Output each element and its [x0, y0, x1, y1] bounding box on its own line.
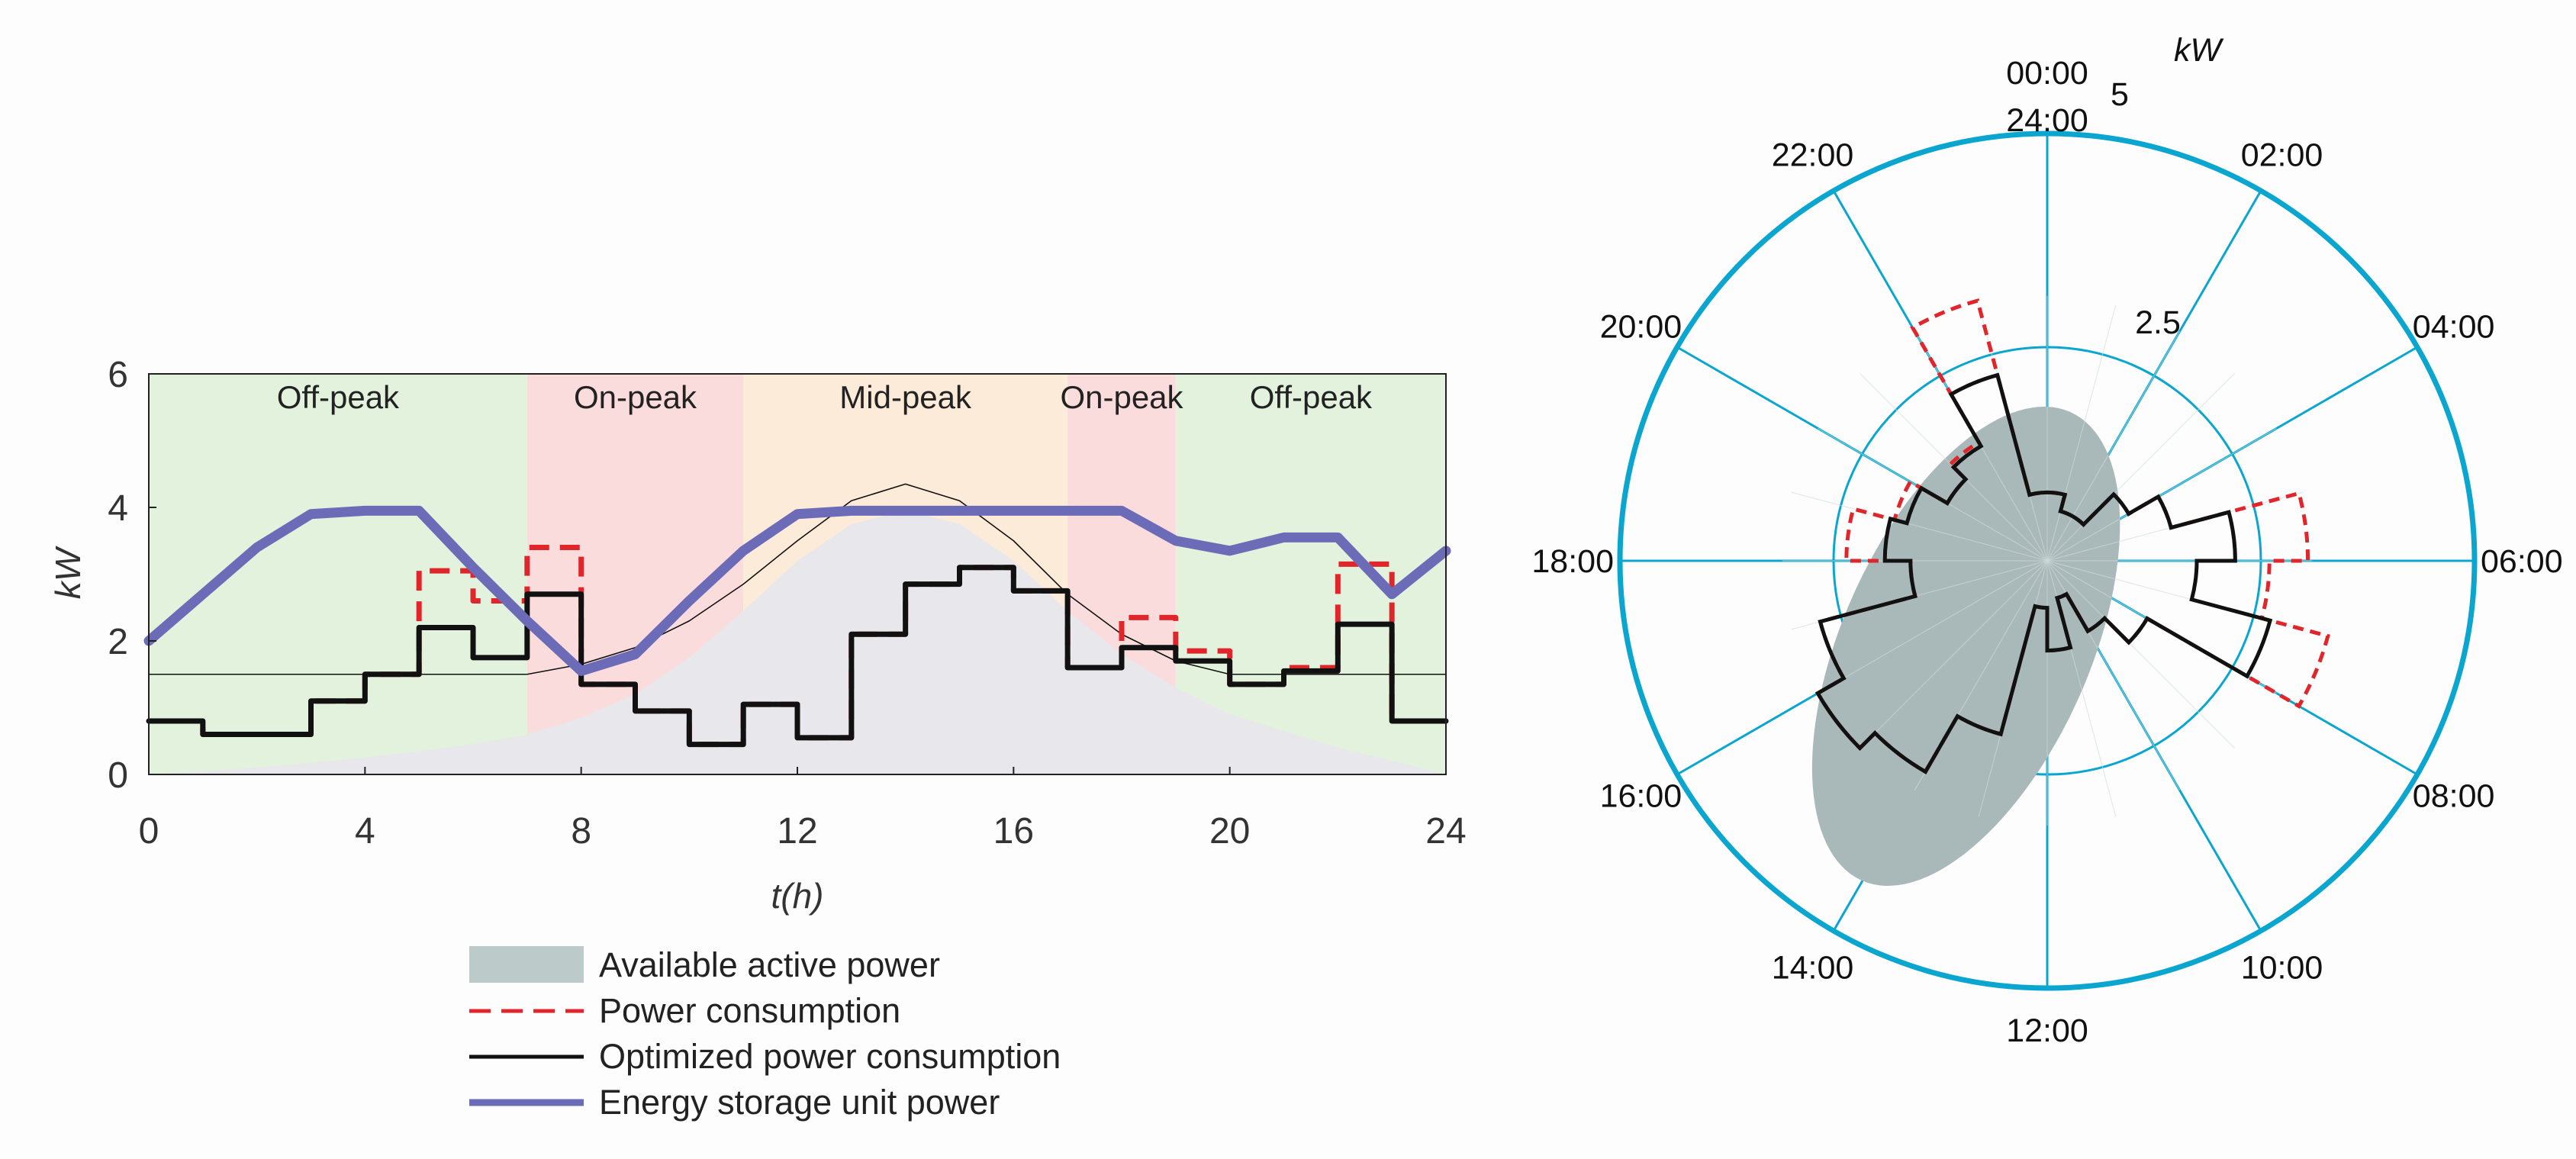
- legend-label: Energy storage unit power: [599, 1083, 1000, 1122]
- available-power-hatch: [2046, 560, 2235, 749]
- polar-hour-label: 00:00: [2006, 55, 2088, 92]
- polar-hour-label: 06:00: [2481, 543, 2563, 580]
- polar-labels: 00:00 24:00 02:00 04:00 06:00 08:00 10:00 12:00…: [1531, 55, 2562, 1049]
- y-ticks: 0 2 4 6: [108, 355, 156, 796]
- band-label-2: Mid-peak: [839, 379, 972, 415]
- polar-hour-label: 20:00: [1600, 309, 1682, 346]
- x-tick-label: 16: [993, 811, 1034, 852]
- available-active-power-area: [149, 510, 1446, 774]
- available-power-hatch: [1818, 560, 2048, 694]
- polar-unit-label: kW: [2174, 32, 2224, 69]
- legend-label: Available active power: [599, 945, 940, 984]
- polar-hour-label: 14:00: [1772, 950, 1854, 987]
- polar-hour-label: 12:00: [2006, 1013, 2088, 1049]
- legend-label: Optimized power consumption: [599, 1037, 1061, 1076]
- polar-hour-label: 22:00: [1772, 137, 1854, 173]
- polar-hour-label: 10:00: [2241, 950, 2323, 987]
- polar-available-power: [1782, 295, 2313, 886]
- available-power-hatch: [2046, 304, 2117, 562]
- band-label-0: Off-peak: [277, 379, 400, 415]
- y-tick-label: 0: [108, 755, 128, 796]
- band-label-1: On-peak: [574, 379, 697, 415]
- line-series: [143, 483, 1451, 774]
- x-tick-label: 12: [777, 811, 817, 852]
- x-tick-label: 0: [139, 811, 159, 852]
- band-label-3: On-peak: [1060, 379, 1183, 415]
- polar-hour-label: 08:00: [2413, 778, 2495, 815]
- legend-label: Power consumption: [599, 991, 900, 1030]
- available-power-hatch: [2046, 373, 2235, 562]
- y-tick-label: 2: [108, 622, 128, 662]
- polar-chart: 00:00 24:00 02:00 04:00 06:00 08:00 10:00 12:00…: [1531, 32, 2562, 1049]
- band-0: [149, 374, 527, 774]
- band-labels: Off-peak On-peak Mid-peak On-peak Off-peak: [277, 379, 1373, 415]
- peak-bands: [149, 374, 1446, 774]
- x-tick-label: 20: [1209, 811, 1250, 852]
- x-tick-label: 8: [571, 811, 591, 852]
- x-ticks: 0 4 8 12 16 20 24: [139, 767, 1467, 852]
- x-axis-label: t(h): [771, 876, 824, 916]
- polar-optimized-consumption: [1814, 372, 2273, 774]
- polar-series: [1814, 298, 2330, 774]
- band-label-4: Off-peak: [1250, 379, 1373, 415]
- polar-hour-label: 16:00: [1600, 778, 1682, 815]
- polar-ring-label: 5: [2111, 76, 2129, 113]
- x-tick-label: 24: [1425, 811, 1466, 852]
- available-power-ellipse: [1811, 407, 2120, 886]
- energy-storage-unit-power-line: [143, 505, 1451, 676]
- polar-hour-label: 04:00: [2413, 309, 2495, 346]
- y-axis-label: kW: [48, 545, 88, 599]
- polar-hour-label: 24:00: [2006, 102, 2088, 139]
- available-power-hatch: [1860, 560, 2048, 749]
- polar-ring-label: 2.5: [2135, 304, 2181, 341]
- polar-hour-label: 18:00: [1531, 543, 1614, 580]
- y-tick-label: 6: [108, 355, 128, 395]
- available-power-hatch: [2046, 427, 2277, 562]
- x-tick-label: 4: [355, 811, 375, 852]
- legend-swatch-patch: [469, 946, 584, 983]
- available-power-hatch: [2046, 331, 2181, 562]
- available-power-hatch: [1791, 491, 2048, 562]
- legend: Available active power Power consumption O…: [469, 945, 1061, 1122]
- optimized-power-consumption-line: [146, 565, 1449, 748]
- polar-hour-label: 02:00: [2241, 137, 2323, 173]
- line-chart: Off-peak On-peak Mid-peak On-peak Off-peak 0…: [48, 355, 1467, 916]
- band-4: [1175, 374, 1446, 774]
- y-tick-label: 4: [108, 488, 128, 529]
